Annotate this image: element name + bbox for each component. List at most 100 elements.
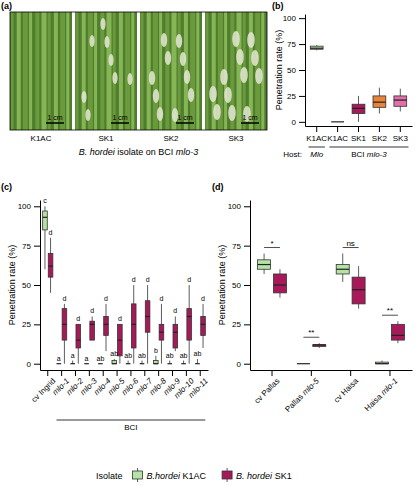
y-axis-title: Penetration rate (%) xyxy=(274,30,284,111)
photo-label: SK3 xyxy=(228,134,244,143)
leaf xyxy=(107,12,112,130)
lesion xyxy=(89,35,94,47)
box xyxy=(112,361,117,364)
box xyxy=(104,316,109,335)
box xyxy=(167,363,172,364)
box xyxy=(313,345,326,347)
box xyxy=(98,363,103,364)
significance: ** xyxy=(387,306,393,315)
median xyxy=(331,121,344,122)
median xyxy=(57,363,62,364)
scale-bar xyxy=(46,122,64,124)
median xyxy=(258,264,271,265)
median xyxy=(140,363,145,364)
tick-mark xyxy=(244,364,250,365)
y-axis-title: Penetration rate (%) xyxy=(7,245,17,326)
legend-item: B. hordei SK1 xyxy=(222,468,292,482)
box xyxy=(145,301,150,332)
significance-letter: ab xyxy=(194,350,202,357)
lesion xyxy=(251,50,259,66)
box xyxy=(173,324,178,348)
tick-mark xyxy=(89,370,90,376)
tick-label: 50 xyxy=(22,281,31,290)
box xyxy=(201,316,206,335)
y-axis: 0255075100 xyxy=(18,201,41,371)
group-label: Mlo xyxy=(310,150,323,159)
text-part: SK1 xyxy=(275,471,292,481)
median xyxy=(48,266,53,267)
scale-bar-label: 1 cm xyxy=(242,114,257,121)
y-tick: 50 xyxy=(287,66,305,75)
y-tick: 0 xyxy=(292,118,305,127)
text-part: K1AC xyxy=(306,134,327,143)
tick-mark xyxy=(47,370,48,376)
box xyxy=(297,363,310,364)
tick-label: cv Haisa xyxy=(332,376,360,404)
significance-letter: ab xyxy=(110,350,118,357)
leaf xyxy=(165,12,169,130)
box xyxy=(62,309,67,340)
lesion xyxy=(165,51,171,65)
tick-mark xyxy=(186,370,187,376)
tick-label: 0 xyxy=(292,118,297,127)
x-tick: cv Haisa xyxy=(332,370,360,405)
tick-label: 0 xyxy=(27,360,32,369)
x-axis-line xyxy=(251,370,413,371)
x-tick: Haisa mlo-1 xyxy=(363,370,400,413)
tick-mark xyxy=(200,370,201,376)
tick-label: Pallas mlo-5 xyxy=(283,376,321,414)
box xyxy=(394,96,407,106)
significance-letter: d xyxy=(104,295,108,302)
box xyxy=(258,260,271,269)
lesion xyxy=(85,109,90,121)
significance-letter: d xyxy=(132,276,136,283)
median xyxy=(90,324,95,325)
tick-mark xyxy=(389,370,390,376)
box xyxy=(373,96,386,107)
tick-mark xyxy=(400,126,401,132)
x-tick: K1AC xyxy=(327,126,348,143)
median xyxy=(297,363,310,364)
text-part: K1AC xyxy=(183,471,207,481)
text-part: B.hordei xyxy=(147,471,183,481)
leaf xyxy=(147,12,151,130)
box xyxy=(90,321,95,340)
box xyxy=(154,361,159,364)
tick-label: 50 xyxy=(232,281,241,290)
legend-label: B.hordei K1AC xyxy=(147,471,207,481)
significance-letter: d xyxy=(49,229,53,236)
median xyxy=(167,363,172,364)
lesion xyxy=(213,104,221,120)
tick-mark xyxy=(350,370,351,376)
leaf xyxy=(11,12,14,130)
leaf xyxy=(66,12,69,130)
text-part: mlo-1 xyxy=(379,377,400,398)
x-tick: Pallas mlo-5 xyxy=(283,370,321,414)
panel-label: (b) xyxy=(272,1,284,11)
median xyxy=(394,99,407,100)
legend-label: B. hordei SK1 xyxy=(236,471,292,481)
x-axis-line xyxy=(41,370,209,371)
photo-background xyxy=(75,12,137,130)
scale-bar-label: 1 cm xyxy=(177,114,192,121)
group-bracket xyxy=(329,147,408,148)
leaf xyxy=(190,12,195,130)
scale-bar-label: 1 cm xyxy=(112,114,127,121)
leaf xyxy=(113,12,116,130)
box xyxy=(76,324,81,348)
scale-bar-label: 1 cm xyxy=(47,114,62,121)
tick-mark xyxy=(34,285,40,286)
tick-mark xyxy=(272,370,273,376)
median xyxy=(201,324,206,325)
significance-letter: ab xyxy=(124,352,132,359)
mark-labels: caaaababababbabababdddddddddddd xyxy=(43,197,205,361)
tick-mark xyxy=(34,364,40,365)
median xyxy=(154,363,159,364)
tick-label: 50 xyxy=(287,66,296,75)
lesion xyxy=(180,52,186,66)
text-part: BCI xyxy=(158,147,176,157)
y-axis: 0255075100 xyxy=(283,14,306,127)
lesion xyxy=(255,68,263,84)
lesion xyxy=(228,105,236,121)
photo-label: SK2 xyxy=(163,134,179,143)
